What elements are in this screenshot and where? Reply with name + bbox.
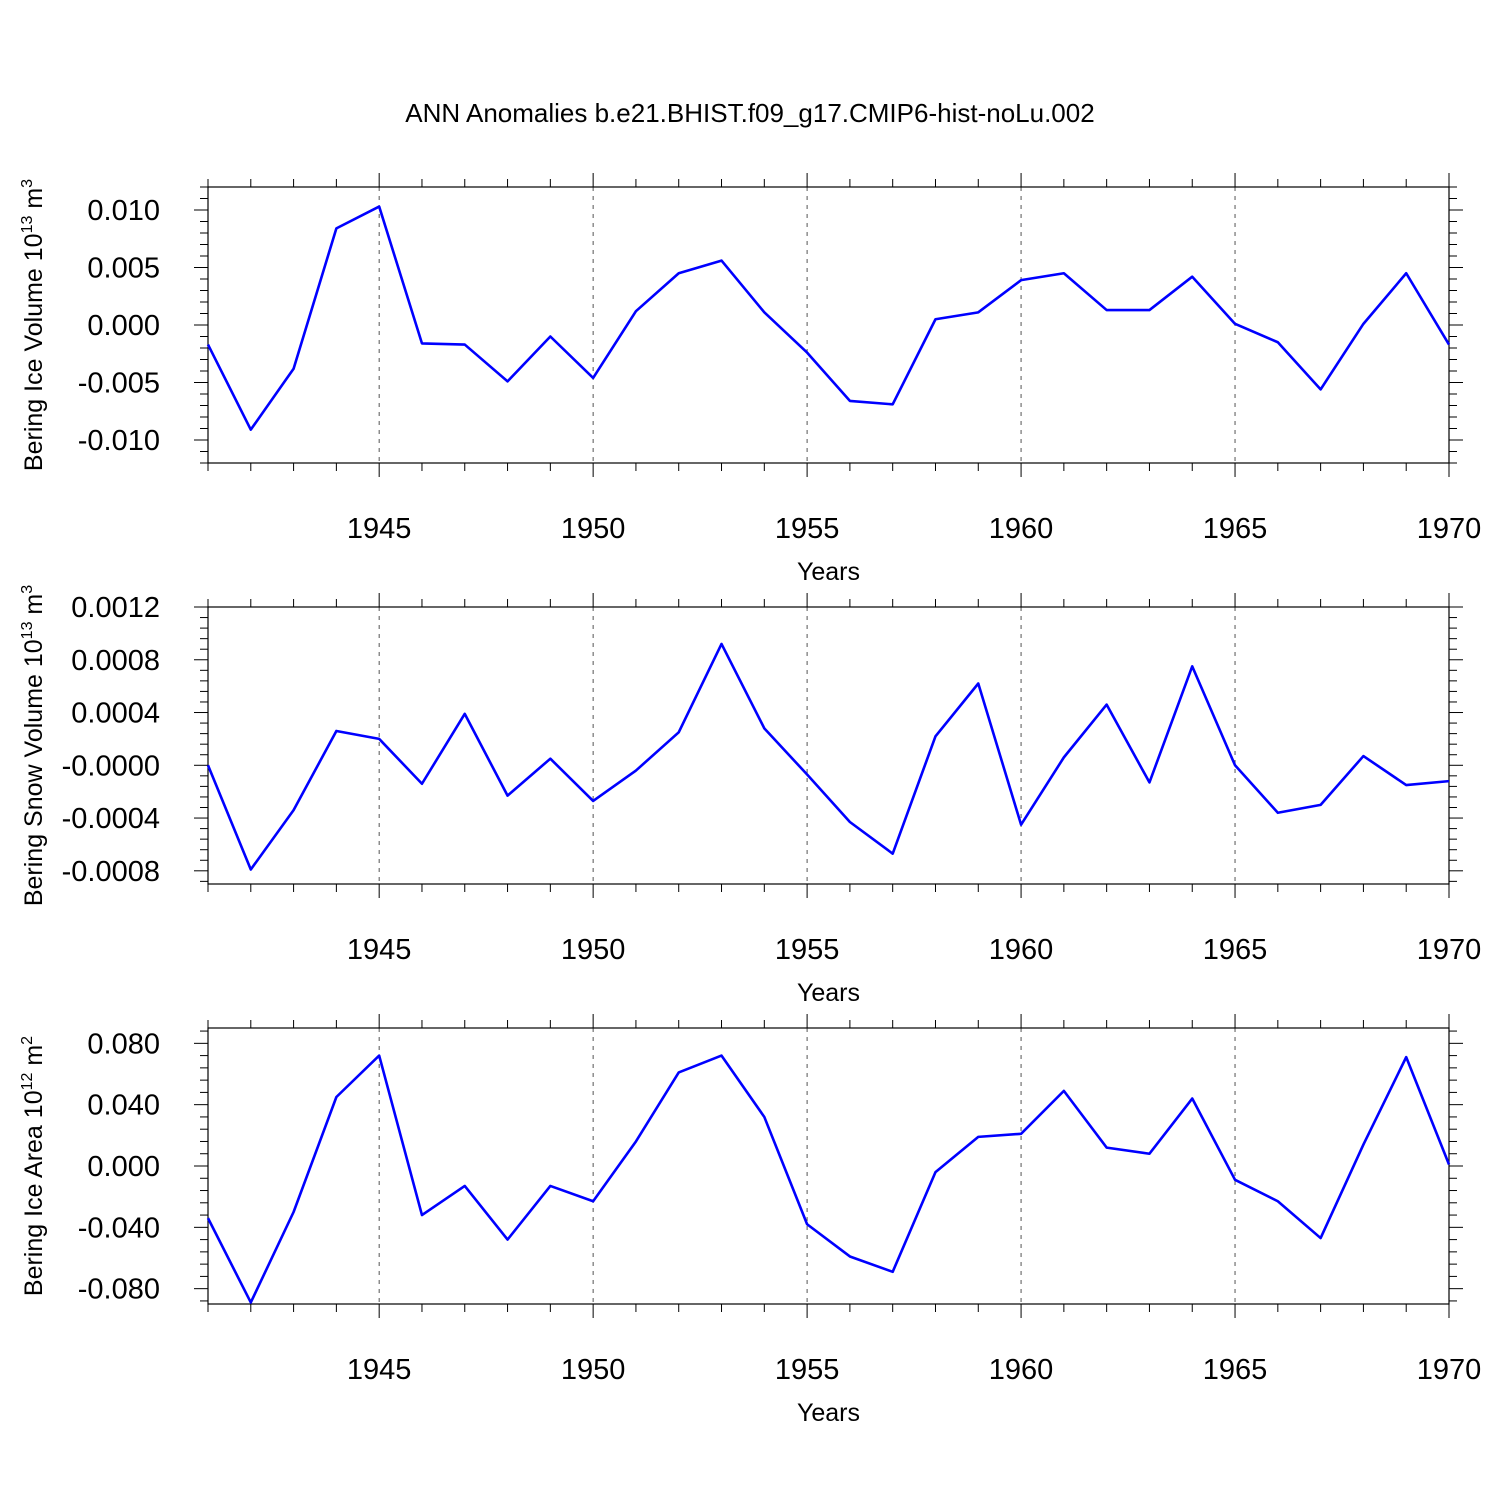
y-tick-label: 0.0004 — [71, 698, 160, 730]
panel-1: -0.010 -0.005 0.000 0.005 0.010 1945 1950 1955 1… — [19, 173, 1481, 586]
y-tick-label: -0.010 — [78, 425, 160, 457]
series-line — [206, 1054, 1451, 1304]
plot-frame — [207, 606, 1450, 885]
y-tick-label: 0.040 — [87, 1090, 160, 1122]
series-line — [206, 205, 1451, 431]
y-tick-label: 0.0012 — [71, 592, 160, 624]
x-tick-label: 1970 — [1417, 513, 1482, 545]
chart-title: ANN Anomalies b.e21.BHIST.f09_g17.CMIP6-… — [405, 98, 1094, 128]
x-tick-label: 1960 — [989, 934, 1054, 966]
plot-frame — [207, 1027, 1450, 1305]
x-tick-label: 1965 — [1203, 513, 1268, 545]
y-tick-label: -0.040 — [78, 1212, 160, 1244]
panel-2: -0.0008 -0.0004 -0.0000 0.0004 0.0008 0.0012 1… — [19, 585, 1481, 1007]
panels: -0.010 -0.005 0.000 0.005 0.010 1945 1950 1955 1… — [19, 173, 1481, 1427]
y-tick-label: 0.005 — [87, 253, 160, 285]
y-tick-label: 0.080 — [87, 1028, 160, 1060]
y-tick-label: -0.0004 — [62, 803, 160, 835]
series-line — [206, 642, 1450, 871]
x-tick-label: 1955 — [775, 513, 840, 545]
y-tick-label: -0.005 — [78, 368, 160, 400]
x-tick-label: 1960 — [989, 513, 1054, 545]
plot-frame — [207, 186, 1450, 464]
x-axis-label: Years — [797, 979, 860, 1007]
x-tick-label: 1950 — [561, 1354, 626, 1386]
x-tick-label: 1955 — [775, 934, 840, 966]
x-tick-label: 1945 — [347, 513, 412, 545]
y-tick-label: 0.000 — [87, 1151, 160, 1183]
x-tick-label: 1965 — [1203, 1354, 1268, 1386]
y-tick-label: 0.0008 — [71, 645, 160, 677]
y-tick-label: -0.0000 — [62, 750, 160, 782]
x-tick-label: 1950 — [561, 513, 626, 545]
x-tick-label: 1945 — [347, 1354, 412, 1386]
panel-3: -0.080 -0.040 0.000 0.040 0.080 1945 1950 1955 1… — [19, 1014, 1481, 1427]
y-axis-label: Bering Ice Volume 1013 m3 — [19, 179, 48, 471]
x-tick-label: 1960 — [989, 1354, 1054, 1386]
x-tick-label: 1965 — [1203, 934, 1268, 966]
y-tick-label: 0.010 — [87, 195, 160, 227]
x-axis-label: Years — [797, 558, 860, 586]
y-axis-label: Bering Snow Volume 1013 m3 — [19, 585, 48, 906]
y-axis-label: Bering Ice Area 1012 m2 — [19, 1036, 48, 1296]
y-tick-label: 0.000 — [87, 310, 160, 342]
y-tick-label: -0.080 — [78, 1274, 160, 1306]
y-tick-label: -0.0008 — [62, 856, 160, 888]
x-tick-label: 1970 — [1417, 1354, 1482, 1386]
x-tick-label: 1970 — [1417, 934, 1482, 966]
x-axis-label: Years — [797, 1399, 860, 1427]
x-tick-label: 1950 — [561, 934, 626, 966]
x-tick-label: 1945 — [347, 934, 412, 966]
x-tick-label: 1955 — [775, 1354, 840, 1386]
